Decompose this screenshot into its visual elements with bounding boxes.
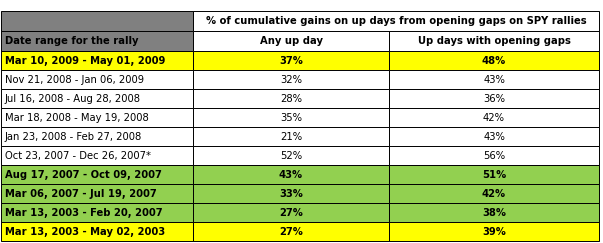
Text: 42%: 42% <box>482 189 506 199</box>
Bar <box>193 11 599 31</box>
Text: 39%: 39% <box>482 226 506 236</box>
Bar <box>193 165 389 184</box>
Bar <box>193 127 389 146</box>
Text: 28%: 28% <box>280 94 302 104</box>
Text: Mar 13, 2003 - Feb 20, 2007: Mar 13, 2003 - Feb 20, 2007 <box>5 208 163 217</box>
Bar <box>1 51 193 70</box>
Text: 48%: 48% <box>482 55 506 66</box>
Bar <box>1 70 193 89</box>
Bar <box>389 51 599 70</box>
Text: 51%: 51% <box>482 170 506 180</box>
Bar <box>193 222 389 241</box>
Text: Nov 21, 2008 - Jan 06, 2009: Nov 21, 2008 - Jan 06, 2009 <box>5 75 144 85</box>
Text: Any up day: Any up day <box>259 36 323 46</box>
Bar <box>193 146 389 165</box>
Bar <box>1 11 193 31</box>
Text: Mar 06, 2007 - Jul 19, 2007: Mar 06, 2007 - Jul 19, 2007 <box>5 189 157 199</box>
Text: Date range for the rally: Date range for the rally <box>5 36 139 46</box>
Text: 43%: 43% <box>483 75 505 85</box>
Text: % of cumulative gains on up days from opening gaps on SPY rallies: % of cumulative gains on up days from op… <box>206 16 586 26</box>
Text: Up days with opening gaps: Up days with opening gaps <box>417 36 570 46</box>
Text: 35%: 35% <box>280 113 302 122</box>
Text: Jul 16, 2008 - Aug 28, 2008: Jul 16, 2008 - Aug 28, 2008 <box>5 94 141 104</box>
Bar <box>389 184 599 203</box>
Text: 21%: 21% <box>280 131 302 141</box>
Bar <box>193 184 389 203</box>
Bar <box>193 89 389 108</box>
Text: 27%: 27% <box>279 208 303 217</box>
Text: Mar 10, 2009 - May 01, 2009: Mar 10, 2009 - May 01, 2009 <box>5 55 165 66</box>
Text: 43%: 43% <box>483 131 505 141</box>
Bar <box>389 203 599 222</box>
Bar <box>1 89 193 108</box>
Bar <box>193 108 389 127</box>
Text: 36%: 36% <box>483 94 505 104</box>
Bar <box>1 184 193 203</box>
Text: 27%: 27% <box>279 226 303 236</box>
Bar <box>193 31 389 51</box>
Text: 33%: 33% <box>279 189 303 199</box>
Bar <box>389 31 599 51</box>
Bar <box>1 127 193 146</box>
Bar <box>389 89 599 108</box>
Text: 52%: 52% <box>280 150 302 160</box>
Bar <box>389 127 599 146</box>
Bar <box>1 108 193 127</box>
Bar <box>1 31 193 51</box>
Bar <box>389 146 599 165</box>
Bar <box>389 222 599 241</box>
Text: Oct 23, 2007 - Dec 26, 2007*: Oct 23, 2007 - Dec 26, 2007* <box>5 150 151 160</box>
Text: Mar 13, 2003 - May 02, 2003: Mar 13, 2003 - May 02, 2003 <box>5 226 165 236</box>
Bar <box>389 70 599 89</box>
Text: 42%: 42% <box>483 113 505 122</box>
Bar <box>389 165 599 184</box>
Text: 38%: 38% <box>482 208 506 217</box>
Bar <box>1 146 193 165</box>
Text: 32%: 32% <box>280 75 302 85</box>
Bar <box>1 165 193 184</box>
Text: 56%: 56% <box>483 150 505 160</box>
Bar <box>193 70 389 89</box>
Text: Mar 18, 2008 - May 19, 2008: Mar 18, 2008 - May 19, 2008 <box>5 113 149 122</box>
Text: 37%: 37% <box>279 55 303 66</box>
Bar <box>193 51 389 70</box>
Text: 43%: 43% <box>279 170 303 180</box>
Bar <box>1 222 193 241</box>
Text: Jan 23, 2008 - Feb 27, 2008: Jan 23, 2008 - Feb 27, 2008 <box>5 131 142 141</box>
Bar <box>1 203 193 222</box>
Bar <box>193 203 389 222</box>
Text: Aug 17, 2007 - Oct 09, 2007: Aug 17, 2007 - Oct 09, 2007 <box>5 170 162 180</box>
Bar <box>389 108 599 127</box>
